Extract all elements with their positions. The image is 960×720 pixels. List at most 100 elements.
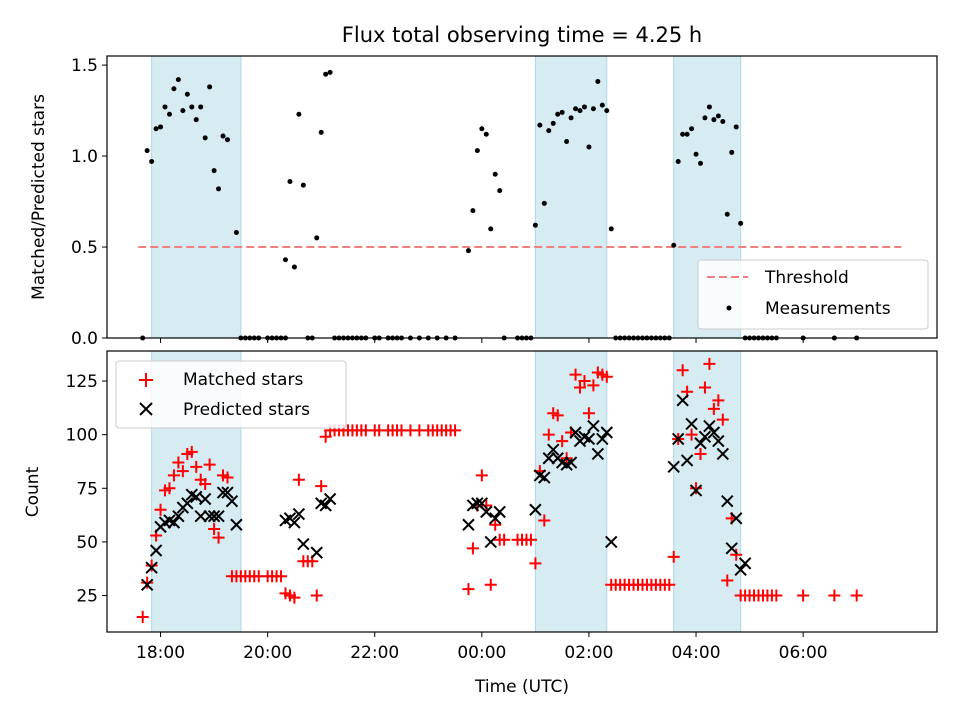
- predicted-star-point: [729, 512, 743, 525]
- matched-star-point: [538, 514, 551, 527]
- x-axis-label: Time (UTC): [474, 677, 569, 697]
- matched-star-point: [319, 430, 332, 443]
- measurement-point: [492, 171, 498, 177]
- measurement-point: [465, 248, 471, 254]
- matched-star-point: [690, 482, 703, 495]
- predicted-star-point: [484, 535, 497, 549]
- bottom-y-tick-label: 25: [76, 587, 98, 607]
- predicted-star-point: [230, 518, 243, 531]
- measurement-point: [733, 124, 739, 130]
- measurement-point: [559, 109, 565, 115]
- predicted-star-point: [707, 426, 721, 439]
- measurement-point: [193, 117, 199, 123]
- measurement-point: [689, 126, 695, 132]
- measurement-point: [577, 108, 583, 114]
- top-legend: Threshold Measurements: [697, 259, 929, 330]
- measurement-point: [153, 126, 159, 132]
- matched-star-point: [730, 548, 743, 561]
- predicted-star-point: [716, 447, 730, 461]
- predicted-star-point: [582, 432, 596, 446]
- measurement-point: [483, 131, 489, 137]
- matched-star-point: [275, 570, 288, 583]
- measurement-point: [314, 235, 320, 241]
- matched-star-point: [797, 589, 810, 602]
- bottom-y-axis-label: Count: [23, 466, 43, 517]
- matched-star-point: [694, 447, 707, 460]
- measurement-point: [296, 111, 302, 117]
- matched-star-point: [199, 477, 212, 490]
- matched-star-point: [698, 381, 711, 394]
- predicted-star-point: [600, 426, 613, 439]
- shaded-interval: [534, 350, 608, 633]
- predicted-star-point: [310, 546, 323, 559]
- matched-star-point: [770, 589, 783, 602]
- threshold-legend-label: Threshold: [764, 268, 849, 288]
- measurement-point: [175, 77, 181, 83]
- measurement-point: [207, 84, 213, 90]
- predicted-star-point: [297, 537, 310, 551]
- predicted-star-point: [493, 505, 506, 519]
- top-y-axis: 0.0 0.5 1.0 1.5: [71, 56, 107, 349]
- top-plot-frame: [106, 55, 938, 339]
- predicted-star-point: [667, 460, 680, 474]
- matched-star-point: [582, 407, 595, 420]
- predicted-star-point: [319, 499, 332, 512]
- x-tick-label: 22:00: [350, 643, 399, 663]
- matched-star-point: [136, 610, 149, 623]
- measurement-point: [568, 115, 574, 121]
- measurement-point: [233, 229, 239, 235]
- x-tick-label: 18:00: [136, 643, 185, 663]
- matched-star-point: [221, 471, 234, 484]
- matched-star-point: [292, 473, 305, 486]
- measurement-point: [675, 159, 681, 165]
- matched-star-point: [721, 574, 734, 587]
- top-y-tick-label: 0.0: [71, 329, 98, 349]
- matched-star-point: [569, 368, 582, 381]
- matched-star-point: [578, 375, 591, 388]
- measurement-point: [497, 188, 503, 194]
- predicted-star-point: [671, 432, 685, 446]
- measurement-point: [586, 144, 592, 150]
- predicted-star-point: [676, 394, 689, 407]
- bottom-panel: 25 50 75 100 125 18:00 20:00 22:00 00:00 02:00 04…: [23, 350, 938, 697]
- matched-star-point: [154, 503, 167, 516]
- bottom-legend: Matched stars Predicted stars: [115, 360, 347, 429]
- matched-star-point: [556, 435, 569, 448]
- matched-star-point: [676, 364, 689, 377]
- predicted-star-point: [167, 516, 181, 529]
- measurement-point: [470, 208, 476, 214]
- predicted-star-point: [172, 509, 185, 523]
- predicted-star-point: [323, 492, 337, 506]
- predicted-star-point: [538, 471, 551, 484]
- predicted-star-point: [149, 544, 163, 557]
- matched-star-point: [176, 465, 189, 478]
- measurement-point: [738, 220, 744, 226]
- bottom-x-axis: 18:00 20:00 22:00 00:00 02:00 04:00 06:00: [136, 632, 828, 663]
- measurement-point: [697, 160, 703, 166]
- matched-star-point: [542, 428, 555, 441]
- measurement-point: [590, 106, 596, 112]
- matched-star-point: [551, 409, 564, 422]
- shaded-interval: [673, 350, 742, 633]
- measurement-point: [488, 226, 494, 232]
- predicted-star-point: [738, 557, 752, 570]
- measurement-point: [479, 126, 485, 132]
- predicted-star-point: [194, 509, 207, 523]
- predicted-star-point: [734, 563, 747, 577]
- predicted-legend-label: Predicted stars: [183, 400, 310, 420]
- measurement-point: [318, 129, 324, 135]
- predicted-star-point: [596, 432, 609, 446]
- matched-star-point: [524, 533, 537, 546]
- bottom-legend-box: [115, 360, 347, 429]
- measurement-point: [715, 113, 721, 119]
- matched-star-point: [667, 550, 680, 563]
- matched-star-point: [529, 557, 542, 570]
- predicted-stars-series: [140, 394, 752, 592]
- measurement-point: [158, 124, 164, 130]
- predicted-star-point: [140, 578, 154, 592]
- matched-star-point: [208, 523, 221, 536]
- measurement-point: [720, 118, 726, 124]
- measurement-point: [564, 139, 570, 145]
- top-panel: 0.0 0.5 1.0 1.5 Matched/Predicted stars Thr…: [29, 55, 938, 349]
